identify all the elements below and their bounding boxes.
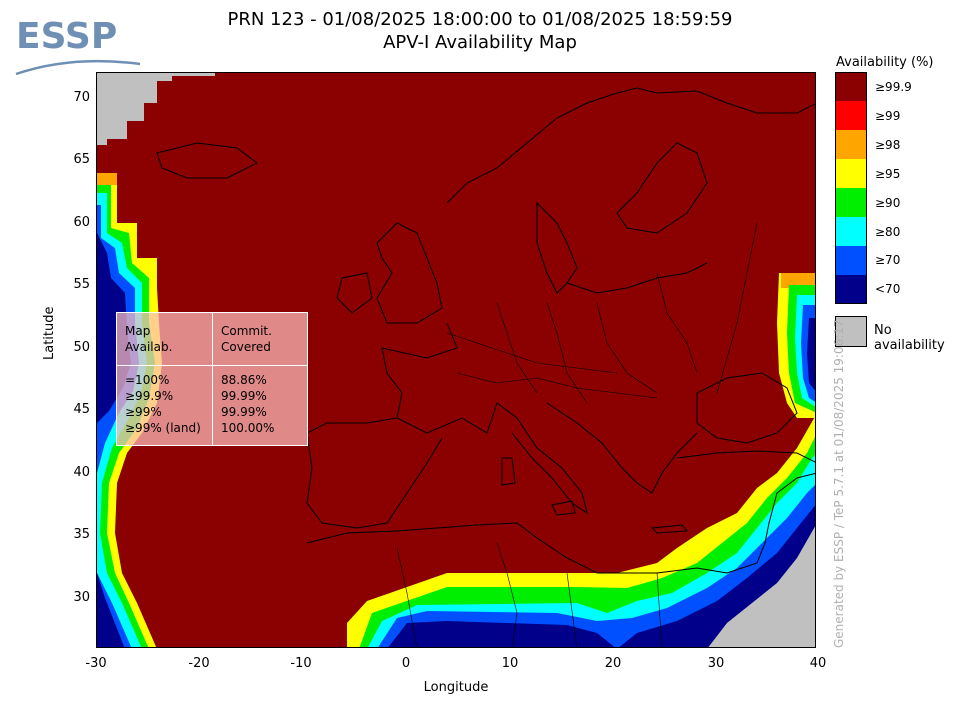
coast-finland: [616, 142, 708, 234]
legend-swatch: [835, 275, 867, 304]
y-tick: 70: [73, 90, 90, 105]
no-availability-swatch: [835, 316, 867, 347]
coast-norway: [446, 87, 815, 204]
legend-label: ≥90: [875, 196, 901, 210]
legend-label: ≥95: [875, 167, 901, 181]
legend-title: Availability (%): [836, 55, 934, 70]
coast-sicily: [551, 500, 576, 516]
statistics-table: Map Availab. Commit. Covered =100% ≥99.9…: [116, 312, 308, 446]
legend-swatch: [835, 188, 867, 217]
legend-label: ≥99.9: [875, 80, 912, 94]
stats-col2-values: 88.86% 99.99% 99.99% 100.00%: [221, 373, 275, 435]
y-tick: 65: [73, 152, 90, 167]
coast-italy: [496, 402, 588, 515]
borders: [396, 222, 758, 647]
south-band-blue: [378, 485, 815, 647]
west-band-orange-top: [97, 173, 117, 185]
y-tick: 50: [73, 340, 90, 355]
x-tick: 20: [604, 656, 622, 671]
coast-crete: [650, 524, 689, 534]
y-tick: 60: [73, 215, 90, 230]
coast-levant: [756, 472, 815, 564]
map-subtitle: APV-I Availability Map: [383, 32, 577, 53]
east-band-orange: [781, 273, 815, 288]
legend-label: ≥70: [875, 253, 901, 267]
stats-col1-header: Map Availab.: [125, 324, 173, 354]
x-axis-label: Longitude: [423, 680, 489, 695]
legend-label: ≥99: [875, 109, 901, 123]
y-tick: 55: [73, 277, 90, 292]
legend-swatch: [835, 217, 867, 246]
se-gray-overlay: [708, 526, 815, 647]
map-title: PRN 123 - 01/08/2025 18:00:00 to 01/08/2…: [227, 9, 733, 30]
coast-sweden: [536, 201, 578, 294]
coast-blacksea: [696, 372, 798, 444]
coast-north-africa: [306, 522, 758, 574]
essp-logo: ESSP: [15, 16, 141, 76]
south-band-navy: [388, 621, 615, 647]
east-band-navy: [807, 318, 815, 391]
legend-swatch: [835, 130, 867, 159]
x-tick: 10: [501, 656, 519, 671]
x-tick: -10: [290, 656, 312, 671]
no-availability-nw: [97, 73, 215, 145]
x-tick: 30: [707, 656, 725, 671]
coast-balkans: [546, 402, 698, 494]
coast-france: [381, 322, 498, 434]
coastlines: [156, 87, 815, 574]
no-availability-label: No availability: [874, 323, 945, 353]
y-tick: 35: [73, 527, 90, 542]
x-tick: 40: [809, 656, 827, 671]
coast-ireland: [336, 272, 373, 314]
stats-col2-header: Commit. Covered: [221, 324, 272, 354]
logo-text: ESSP: [16, 16, 117, 57]
legend-label: <70: [875, 282, 901, 296]
x-tick: 0: [401, 656, 411, 671]
coast-turkey: [676, 450, 815, 463]
credit-text: Generated by ESSP / TeP 5.7.1 at 01/08/2…: [832, 319, 846, 648]
y-tick: 45: [73, 402, 90, 417]
y-tick: 30: [73, 590, 90, 605]
legend-swatch: [835, 159, 867, 188]
legend-label: ≥98: [875, 138, 901, 152]
coast-iceland: [156, 142, 258, 179]
stats-col1-values: =100% ≥99.9% ≥99% ≥99% (land): [125, 373, 201, 435]
x-tick: -20: [188, 656, 210, 671]
legend-swatch: [835, 101, 867, 130]
y-axis-label: Latitude: [42, 306, 57, 360]
legend-label: ≥80: [875, 225, 901, 239]
coast-baltic: [566, 262, 708, 294]
y-tick: 40: [73, 465, 90, 480]
legend-swatch: [835, 246, 867, 275]
coast-britain: [376, 222, 443, 324]
coast-sardinia: [501, 457, 516, 486]
legend-swatch: [835, 72, 867, 101]
x-tick: -30: [85, 656, 107, 671]
coast-iberia: [306, 417, 443, 529]
